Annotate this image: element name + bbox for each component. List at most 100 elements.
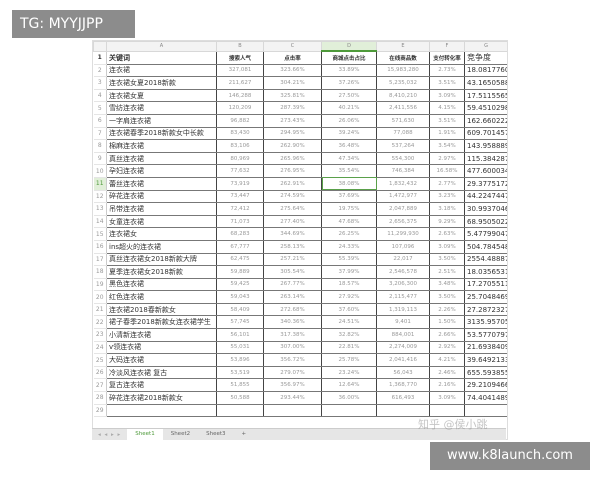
cell-a[interactable]: 吊带连衣裙 — [106, 202, 217, 216]
cell-d[interactable]: 12.64% — [321, 378, 377, 393]
cell-d[interactable]: 33.89% — [321, 64, 377, 78]
row-number[interactable]: 8 — [93, 139, 107, 153]
cell-f[interactable]: 2.51% — [429, 265, 465, 279]
cell-c[interactable]: 273.43% — [263, 114, 322, 128]
cell-e[interactable]: 1,472,977 — [376, 190, 430, 204]
cell-f[interactable]: 2.92% — [429, 341, 465, 355]
cell-f[interactable]: 3.51% — [429, 76, 465, 90]
cell-c[interactable]: 293.44% — [263, 391, 322, 405]
column-header-c[interactable]: C — [263, 41, 322, 52]
cell-c[interactable]: 265.96% — [263, 152, 322, 166]
cell-c[interactable]: 356.97% — [263, 378, 322, 393]
cell-f[interactable]: 9.29% — [429, 215, 465, 229]
row-number[interactable]: 15 — [93, 227, 107, 241]
cell-b[interactable]: 120,209 — [216, 101, 264, 115]
cell-g[interactable]: 18.08177605 — [464, 64, 507, 78]
cell-c[interactable]: 304.21% — [263, 76, 322, 90]
cell-a[interactable]: 裙子春季2018新款女连衣裙学生 — [106, 315, 217, 330]
cell-e[interactable]: 2,115,477 — [376, 290, 430, 304]
row-number[interactable]: 20 — [93, 290, 107, 304]
cell-b[interactable]: 62,475 — [216, 253, 264, 267]
cell-f[interactable]: 16.58% — [429, 164, 465, 178]
cell-c[interactable]: 258.13% — [263, 240, 322, 254]
cell-f[interactable]: 1.91% — [429, 127, 465, 141]
cell-d[interactable]: 24.33% — [321, 240, 377, 254]
cell-a[interactable]: 复古连衣裙 — [106, 378, 217, 393]
cell-b[interactable]: 71,073 — [216, 215, 264, 229]
cell-a[interactable]: 连衣裙女夏 — [106, 89, 217, 103]
cell-c[interactable]: 263.14% — [263, 290, 322, 304]
cell-d[interactable]: 26.25% — [321, 227, 377, 241]
cell-e[interactable]: 2,047,889 — [376, 202, 430, 216]
cell-e[interactable]: 77,088 — [376, 127, 430, 141]
cell-b[interactable]: 80,969 — [216, 152, 264, 166]
cell-e[interactable]: 1,368,770 — [376, 378, 430, 393]
cell-a[interactable]: 小清新连衣裙 — [106, 328, 217, 342]
cell-a[interactable]: 夏季连衣裙女2018新款 — [106, 265, 217, 279]
cell-d[interactable]: 40.21% — [321, 101, 377, 115]
cell-b[interactable]: 59,043 — [216, 290, 264, 304]
cell-a[interactable]: 孕妇连衣裙 — [106, 164, 217, 178]
cell-a[interactable]: 关键词 — [106, 51, 217, 65]
cell-d[interactable]: 47.68% — [321, 215, 377, 229]
sheet-nav-arrows[interactable]: ◂ ◂ ▸ ▸ — [98, 431, 122, 438]
cell-a[interactable]: 雪纺连衣裙 — [106, 101, 217, 115]
cell-e[interactable]: 15,983,280 — [376, 64, 430, 78]
cell-f[interactable]: 1.50% — [429, 315, 465, 330]
cell-d[interactable]: 19.75% — [321, 202, 377, 216]
spreadsheet-grid[interactable]: A B C D E F G 1 关键词 搜索人气 点击率 商城点击占比 在线商品数 支付转化率 竞争度 2 连衣… — [92, 40, 508, 440]
cell-f[interactable]: 2.63% — [429, 227, 465, 241]
cell-e[interactable]: 1,832,432 — [376, 177, 430, 191]
cell-d[interactable]: 37.60% — [321, 303, 377, 317]
cell-e[interactable]: 571,630 — [376, 114, 430, 128]
cell-e[interactable]: 2,274,009 — [376, 341, 430, 355]
cell-a[interactable]: 连衣裙春季2018新款女中长款 — [106, 127, 217, 141]
cell-c[interactable]: 279.07% — [263, 366, 322, 380]
cell-e[interactable]: 884,001 — [376, 328, 430, 342]
row-number[interactable]: 17 — [93, 253, 107, 267]
cell-e[interactable]: 3,206,300 — [376, 278, 430, 292]
row-number[interactable]: 28 — [93, 391, 107, 405]
cell-a[interactable]: 连衣裙 — [106, 64, 217, 78]
cell-e[interactable]: 1,319,113 — [376, 303, 430, 317]
cell-c[interactable]: 275.64% — [263, 202, 322, 216]
cell-d[interactable]: 37.99% — [321, 265, 377, 279]
cell-c[interactable]: 276.95% — [263, 164, 322, 178]
cell-g[interactable]: 53.57707979 — [464, 328, 507, 342]
cell-f[interactable]: 4.15% — [429, 101, 465, 115]
row-number[interactable]: 26 — [93, 366, 107, 380]
cell-d[interactable]: 26.06% — [321, 114, 377, 128]
cell-b[interactable]: 53,896 — [216, 353, 264, 367]
cell-c[interactable]: 356.72% — [263, 353, 322, 367]
row-number[interactable]: 3 — [93, 76, 107, 90]
row-number[interactable]: 27 — [93, 378, 107, 393]
cell-e[interactable]: 554,300 — [376, 152, 430, 166]
cell-c[interactable]: 274.59% — [263, 190, 322, 204]
row-number[interactable]: 14 — [93, 215, 107, 229]
cell-d[interactable]: 47.34% — [321, 152, 377, 166]
cell-e[interactable]: 5,235,032 — [376, 76, 430, 90]
cell-g[interactable]: 竞争度 — [464, 51, 507, 65]
cell-a[interactable]: 一字肩连衣裙 — [106, 114, 217, 128]
cell-g[interactable]: 27.28723273 — [464, 303, 507, 317]
cell-empty[interactable] — [321, 404, 377, 418]
cell-g[interactable]: 5.477990476 — [464, 227, 507, 241]
column-header-b[interactable]: B — [216, 41, 264, 52]
cell-b[interactable]: 68,283 — [216, 227, 264, 241]
cell-a[interactable]: ins超火的连衣裙 — [106, 240, 217, 254]
cell-e[interactable]: 8,410,210 — [376, 89, 430, 103]
row-number[interactable]: 7 — [93, 127, 107, 141]
row-number[interactable]: 13 — [93, 202, 107, 216]
cell-b[interactable]: 73,447 — [216, 190, 264, 204]
cell-c[interactable]: 267.77% — [263, 278, 322, 292]
cell-d[interactable]: 18.57% — [321, 278, 377, 292]
cell-f[interactable]: 3.48% — [429, 278, 465, 292]
cell-empty[interactable] — [376, 404, 430, 418]
cell-b[interactable]: 50,588 — [216, 391, 264, 405]
cell-a[interactable]: 女童连衣裙 — [106, 215, 217, 229]
cell-d[interactable]: 36.00% — [321, 391, 377, 405]
cell-f[interactable]: 支付转化率 — [429, 51, 465, 65]
cell-e[interactable]: 2,411,556 — [376, 101, 430, 115]
cell-f[interactable]: 2.16% — [429, 378, 465, 393]
cell-a[interactable]: 冷淡风连衣裙 复古 — [106, 366, 217, 380]
